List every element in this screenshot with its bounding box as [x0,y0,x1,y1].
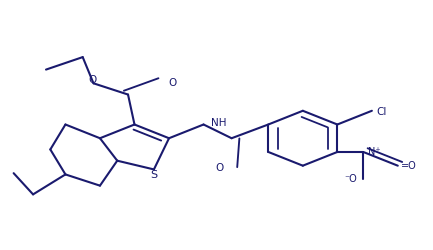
Text: S: S [150,169,158,179]
Text: N⁺: N⁺ [368,146,381,156]
Text: =O: =O [401,160,417,170]
Text: O: O [88,74,97,85]
Text: ⁻O: ⁻O [345,174,358,184]
Text: NH: NH [211,117,227,127]
Text: O: O [168,78,176,88]
Text: Cl: Cl [376,106,387,116]
Text: O: O [216,162,224,172]
